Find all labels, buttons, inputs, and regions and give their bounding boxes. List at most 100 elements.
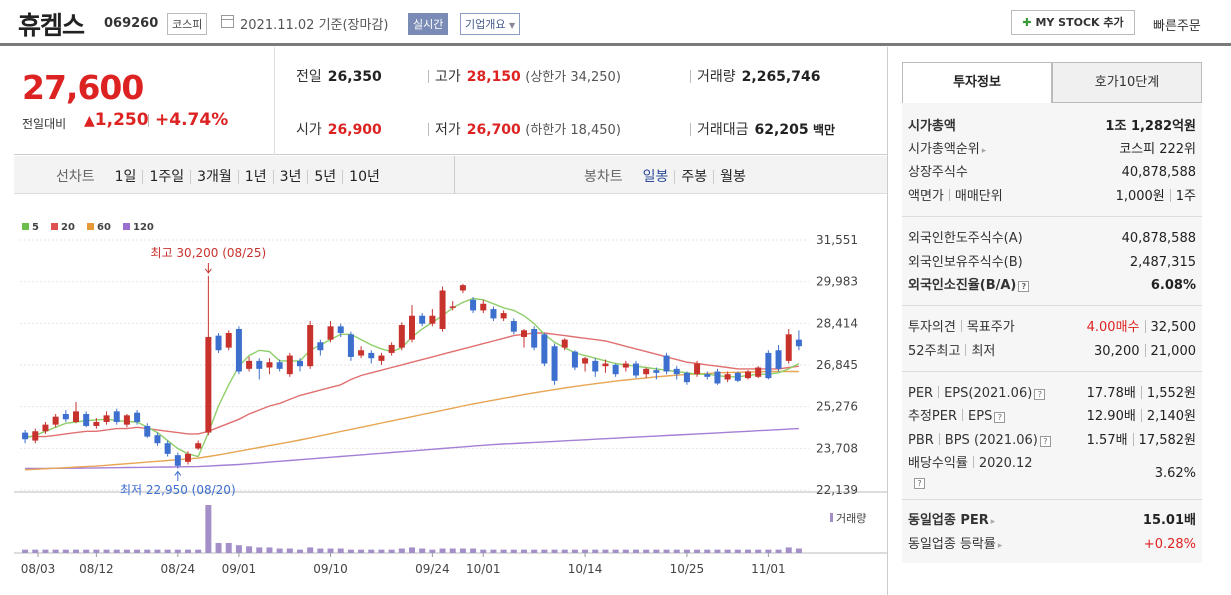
x-tick-label: 09/10 bbox=[313, 562, 348, 576]
period-1y[interactable]: 1년 bbox=[239, 170, 274, 184]
line-chart-label: 선차트 bbox=[56, 169, 95, 185]
volume-bar bbox=[388, 549, 395, 553]
help-icon[interactable]: ? bbox=[1018, 281, 1030, 292]
row-foreign-limit: 외국인한도주식수(A) 40,878,588 bbox=[908, 229, 1196, 249]
company-overview-dropdown[interactable]: 기업개요 ▼ bbox=[460, 13, 521, 35]
stat-label: 고가 bbox=[435, 69, 461, 85]
row-par-value: 액면가 매매단위 1,000원 1주 bbox=[908, 187, 1196, 207]
candle-weekly[interactable]: 주봉 bbox=[675, 170, 715, 184]
mystock-add-button[interactable]: ✚ MY STOCK 추가 bbox=[1011, 10, 1135, 35]
chevron-right-icon: ▸ bbox=[990, 517, 996, 527]
candle-body bbox=[500, 313, 507, 319]
row-value-text: 1주 bbox=[1175, 189, 1196, 204]
row-value: 4.00매수 32,500 bbox=[1087, 318, 1196, 338]
row-key: 배당수익률 2020.12 bbox=[908, 454, 1033, 474]
separator bbox=[902, 305, 1202, 306]
candle-daily[interactable]: 일봉 bbox=[637, 170, 676, 184]
volume-legend-swatch bbox=[830, 513, 833, 522]
volume-bar bbox=[286, 548, 293, 553]
help-icon[interactable]: ? bbox=[914, 478, 925, 489]
divider bbox=[428, 123, 429, 136]
row-value: 2,487,315 bbox=[1129, 255, 1196, 270]
candle-body bbox=[307, 325, 314, 367]
legend-swatch bbox=[87, 223, 94, 230]
candle-body bbox=[144, 425, 151, 437]
mystock-label: MY STOCK 추가 bbox=[1035, 16, 1124, 29]
candle-body bbox=[347, 334, 354, 357]
row-value: 1,000원 1주 bbox=[1116, 187, 1196, 207]
period-3y[interactable]: 3년 bbox=[274, 170, 309, 184]
row-value-text: 1.57배 bbox=[1086, 433, 1128, 448]
row-key[interactable]: 시가총액순위 ▸ bbox=[908, 140, 986, 161]
high-annotation: 최고 30,200 (08/25) bbox=[151, 246, 267, 260]
row-key: PER EPS(2021.06)? bbox=[908, 384, 1046, 404]
stats-grid bbox=[274, 47, 888, 155]
row-key[interactable]: 동일업종 PER ▸ bbox=[908, 511, 995, 532]
y-tick-label: 29,983 bbox=[816, 275, 858, 289]
candle-body bbox=[62, 414, 69, 420]
period-5y[interactable]: 5년 bbox=[308, 170, 344, 184]
period-1w[interactable]: 1주일 bbox=[143, 170, 192, 184]
stat-value: 62,205 bbox=[754, 122, 809, 138]
volume-bar bbox=[62, 549, 69, 553]
candlestick-chart: 31,551 29,983 28,414 26,845 25,276 23,708 22,1… bbox=[14, 222, 888, 576]
candle-body bbox=[103, 415, 110, 422]
candle-body bbox=[378, 355, 385, 361]
volume-bar bbox=[266, 547, 273, 553]
row-key-text: 액면가 bbox=[908, 189, 944, 204]
row-key-text: 목표주가 bbox=[966, 320, 1015, 335]
x-tick-label: 08/03 bbox=[21, 562, 56, 576]
stat-label: 전일 bbox=[296, 69, 322, 85]
stock-code: 069260 bbox=[104, 16, 159, 31]
candle-body bbox=[704, 374, 711, 377]
candle-body bbox=[480, 303, 487, 311]
period-3m[interactable]: 3개월 bbox=[191, 170, 239, 184]
candle-body bbox=[73, 411, 79, 422]
separator bbox=[902, 371, 1202, 372]
tab-investment-info[interactable]: 투자정보 bbox=[902, 62, 1052, 103]
volume-bar bbox=[582, 549, 589, 553]
volume-bar bbox=[724, 549, 731, 553]
row-value: +0.28% bbox=[1143, 537, 1196, 552]
realtime-button[interactable]: 실시간 bbox=[408, 13, 449, 35]
period-10y[interactable]: 10년 bbox=[349, 169, 380, 185]
help-icon[interactable]: ? bbox=[1039, 436, 1051, 447]
chevron-right-icon: ▸ bbox=[997, 541, 1003, 551]
volume-bar bbox=[103, 549, 110, 553]
help-icon[interactable]: ? bbox=[1034, 389, 1046, 400]
stat-label: 저가 bbox=[435, 122, 461, 138]
candle-body bbox=[734, 372, 741, 381]
volume-bar bbox=[195, 549, 202, 553]
y-tick-label: 28,414 bbox=[816, 316, 858, 330]
volume-bar bbox=[154, 549, 161, 553]
candle-body bbox=[388, 344, 395, 353]
candle-body bbox=[765, 352, 772, 379]
price-summary: 27,600 전일대비 ▲1,250 +4.74% 전일 26,350 시가 26,… bbox=[14, 47, 888, 155]
legend-swatch bbox=[22, 223, 29, 230]
period-1d[interactable]: 1일 bbox=[109, 170, 144, 184]
candle-body bbox=[459, 285, 466, 291]
candle-monthly[interactable]: 월봉 bbox=[720, 169, 746, 185]
divider bbox=[690, 123, 691, 136]
legend-label: 5 bbox=[32, 222, 39, 233]
stat-label: 거래량 bbox=[697, 69, 736, 85]
volume-bar bbox=[419, 548, 426, 553]
row-pbr: PBR BPS (2021.06)? 1.57배 17,582원 bbox=[908, 431, 1196, 451]
tab-orderbook-10[interactable]: 호가10단계 bbox=[1052, 62, 1202, 103]
row-key[interactable]: 동일업종 등락률 ▸ bbox=[908, 535, 1002, 556]
candle-body bbox=[429, 315, 436, 324]
row-market-cap: 시가총액 1조 1,282억원 bbox=[908, 117, 1196, 137]
y-tick-label: 22,139 bbox=[816, 483, 858, 497]
price-chart: 31,551 29,983 28,414 26,845 25,276 23,708 22,1… bbox=[14, 205, 888, 595]
quick-order-link[interactable]: 빠른주문 bbox=[1153, 19, 1201, 34]
volume-bar bbox=[42, 549, 49, 553]
volume-bar bbox=[93, 549, 100, 553]
candle-body bbox=[368, 352, 375, 359]
candle-body bbox=[215, 335, 222, 351]
row-key-text: PBR bbox=[908, 433, 934, 448]
candle-body bbox=[714, 371, 721, 384]
low-annotation: 최저 22,950 (08/20) bbox=[120, 483, 236, 497]
volume-bar bbox=[612, 549, 619, 553]
y-tick-label: 31,551 bbox=[816, 233, 858, 247]
help-icon[interactable]: ? bbox=[994, 412, 1006, 423]
